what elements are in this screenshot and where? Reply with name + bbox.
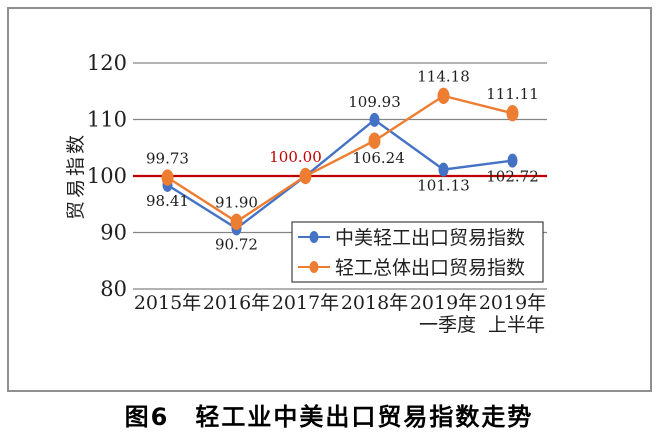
series-1-marker [368, 132, 381, 149]
legend-box [291, 221, 544, 283]
series-line-1 [166, 94, 513, 224]
x-tick-label-line2: 上半年 [488, 314, 545, 336]
y-axis-title: 贸易指数 [65, 132, 87, 220]
y-tick-label: 100 [87, 164, 127, 188]
x-tick-label: 2019年 [410, 292, 477, 314]
series-1-marker [299, 167, 312, 185]
legend-entry-label: 轻工总体出口贸易指数 [335, 257, 525, 279]
data-label: 98.41 [146, 192, 189, 210]
series-1-marker [506, 105, 519, 122]
legend-entry-label: 中美轻工出口贸易指数 [335, 227, 525, 249]
series-0-marker [369, 112, 380, 127]
data-label: 101.13 [417, 177, 470, 195]
x-tick-label: 2015年 [134, 292, 201, 314]
x-tick-label: 2017年 [272, 292, 339, 314]
y-tick-label: 90 [100, 221, 127, 245]
chart-frame [7, 7, 652, 392]
series-1-marker [437, 87, 450, 105]
series-line-0 [166, 118, 513, 230]
x-tick-label: 2019年 [479, 292, 546, 314]
data-label: 99.73 [146, 149, 189, 167]
x-tick-label: 2016年 [203, 292, 270, 314]
data-label: 111.11 [486, 85, 539, 103]
series-0-marker [438, 162, 449, 177]
legend-marker [309, 231, 319, 243]
legend-marker [309, 261, 319, 273]
series-0-marker [507, 153, 518, 168]
data-label: 102.72 [486, 168, 539, 186]
y-tick-label: 80 [100, 277, 127, 301]
series-1-marker [230, 213, 243, 230]
data-label: 109.93 [348, 93, 401, 111]
x-tick-label-line2: 一季度 [419, 314, 476, 336]
x-tick-label: 2018年 [341, 292, 408, 314]
y-tick-label: 120 [87, 51, 127, 75]
data-label: 91.90 [215, 194, 258, 212]
data-label: 106.24 [352, 149, 405, 167]
data-label: 90.72 [215, 235, 258, 253]
data-label: 100.00 [269, 148, 322, 166]
data-label: 114.18 [417, 68, 470, 86]
series-1-marker [161, 169, 174, 186]
y-tick-label: 110 [87, 108, 127, 132]
figure-caption: 图6 轻工业中美出口贸易指数走势 [124, 403, 534, 431]
